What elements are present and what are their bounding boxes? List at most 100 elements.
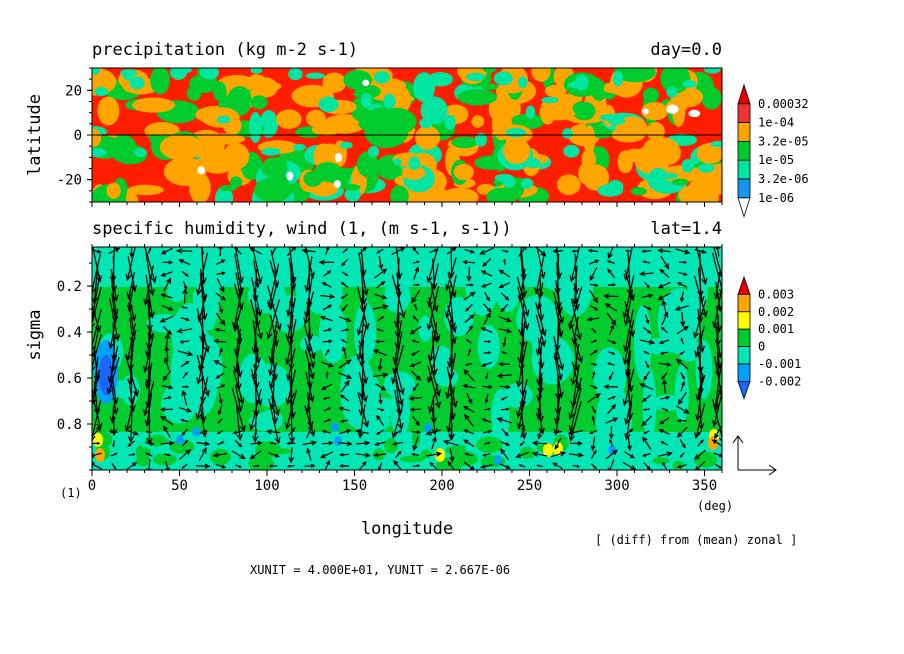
wind-arrow: [606, 312, 617, 326]
vector-reference-units: XUNIT = 4.000E+01, YUNIT = 2.667E-06: [250, 563, 510, 577]
wind-arrowhead: [446, 425, 453, 434]
precip-cell: [641, 102, 668, 121]
wind-arrowhead: [521, 425, 526, 431]
wind-arrowhead: [434, 389, 441, 397]
panel2-title-right: lat=1.4: [650, 219, 722, 239]
wind-arrowhead: [150, 441, 155, 446]
ytick-label: 0.4: [57, 325, 82, 341]
precip-cell: [362, 79, 370, 87]
wind-arrowhead: [341, 262, 345, 267]
wind-arrowhead: [269, 402, 277, 410]
wind-arrow: [92, 309, 102, 349]
humidity-cell: [542, 271, 567, 291]
precip-cell: [334, 152, 343, 163]
wind-arrow: [588, 259, 599, 265]
wind-arrowhead: [426, 323, 433, 331]
wind-arrowhead: [165, 277, 171, 284]
wind-arrowhead: [646, 466, 651, 470]
wind-arrowhead: [221, 271, 226, 276]
wind-arrow: [409, 396, 422, 400]
wind-arrow: [391, 274, 405, 318]
wind-arrowhead: [464, 413, 470, 421]
wind-arrow: [163, 278, 171, 292]
wind-arrowhead: [520, 290, 528, 298]
precip-cell: [698, 163, 715, 173]
wind-arrowhead: [185, 385, 190, 389]
wind-arrowhead: [212, 452, 219, 458]
wind-arrowhead: [150, 276, 157, 284]
wind-arrow: [358, 461, 367, 470]
wind-arrowhead: [694, 414, 702, 422]
wind-arrowhead: [238, 397, 245, 405]
wind-arrowhead: [425, 430, 432, 436]
wind-arrow: [161, 247, 173, 255]
wind-arrowhead: [411, 452, 415, 457]
wind-arrowhead: [642, 436, 648, 443]
panel2-colorbar: 0.003 0.002 0.001 0 -0.001 -0.002: [737, 275, 801, 401]
wind-arrowhead: [447, 460, 452, 466]
wind-arrowhead: [449, 456, 455, 463]
wind-arrowhead: [517, 295, 524, 303]
wind-arrowhead: [237, 302, 244, 311]
wind-arrow: [658, 292, 671, 301]
wind-arrowhead: [362, 247, 367, 252]
precip-cell: [666, 86, 678, 98]
wind-arrow: [93, 381, 99, 415]
wind-arrowhead: [221, 384, 226, 388]
wind-arrowhead: [168, 306, 174, 311]
wind-arrowhead: [663, 311, 669, 318]
wind-arrowhead: [488, 429, 493, 434]
wind-arrowhead: [92, 435, 96, 442]
wind-arrowhead: [680, 297, 685, 303]
wind-arrowhead: [693, 331, 700, 339]
wind-arrowhead: [328, 362, 335, 368]
wind-arrowhead: [381, 268, 388, 275]
wind-arrowhead: [676, 282, 682, 286]
wind-arrow: [535, 302, 546, 336]
wind-arrow: [680, 291, 684, 302]
wind-arrowhead: [445, 392, 452, 400]
wind-arrow: [465, 325, 473, 335]
wind-arrowhead: [484, 399, 489, 404]
wind-arrowhead: [444, 311, 451, 319]
colorbar-label: 1e-06: [758, 191, 794, 205]
wind-arrowhead: [310, 463, 316, 468]
wind-arrow: [302, 249, 316, 253]
wind-arrowhead: [681, 376, 685, 380]
colorbar-triangle: [737, 275, 751, 295]
wind-arrowhead: [712, 321, 719, 329]
wind-arrowhead: [321, 429, 327, 434]
wind-arrow: [394, 320, 403, 363]
wind-arrow: [110, 382, 117, 414]
wind-arrowhead: [217, 420, 221, 424]
wind-arrow: [516, 276, 529, 316]
wind-arrow: [268, 380, 279, 416]
humidity-cell: [318, 304, 347, 364]
precip-cell: [480, 83, 499, 90]
wind-arrowhead: [537, 433, 543, 440]
wind-arrowhead: [167, 453, 171, 457]
wind-arrowhead: [381, 408, 385, 412]
wind-arrowhead: [592, 410, 597, 414]
wind-arrowhead: [557, 391, 564, 399]
wind-arrow: [427, 345, 440, 383]
wind-arrow: [519, 268, 526, 302]
wind-arrowhead: [465, 339, 470, 342]
wind-arrowhead: [273, 409, 280, 417]
wind-arrow: [609, 459, 615, 470]
wind-arrowhead: [196, 377, 203, 385]
wind-arrowhead: [286, 464, 291, 468]
wind-arrow: [536, 247, 545, 278]
wind-arrowhead: [486, 297, 490, 302]
wind-arrowhead: [239, 425, 246, 433]
wind-arrow: [92, 390, 102, 429]
wind-arrowhead: [610, 324, 615, 330]
wind-arrow: [715, 325, 721, 358]
wind-arrowhead: [586, 316, 592, 322]
precip-cell: [710, 140, 722, 148]
wind-arrow: [660, 269, 670, 279]
wind-arrowhead: [346, 429, 352, 434]
wind-arrowhead: [516, 422, 523, 430]
wind-arrowhead: [398, 430, 403, 433]
wind-arrowhead: [523, 309, 530, 317]
